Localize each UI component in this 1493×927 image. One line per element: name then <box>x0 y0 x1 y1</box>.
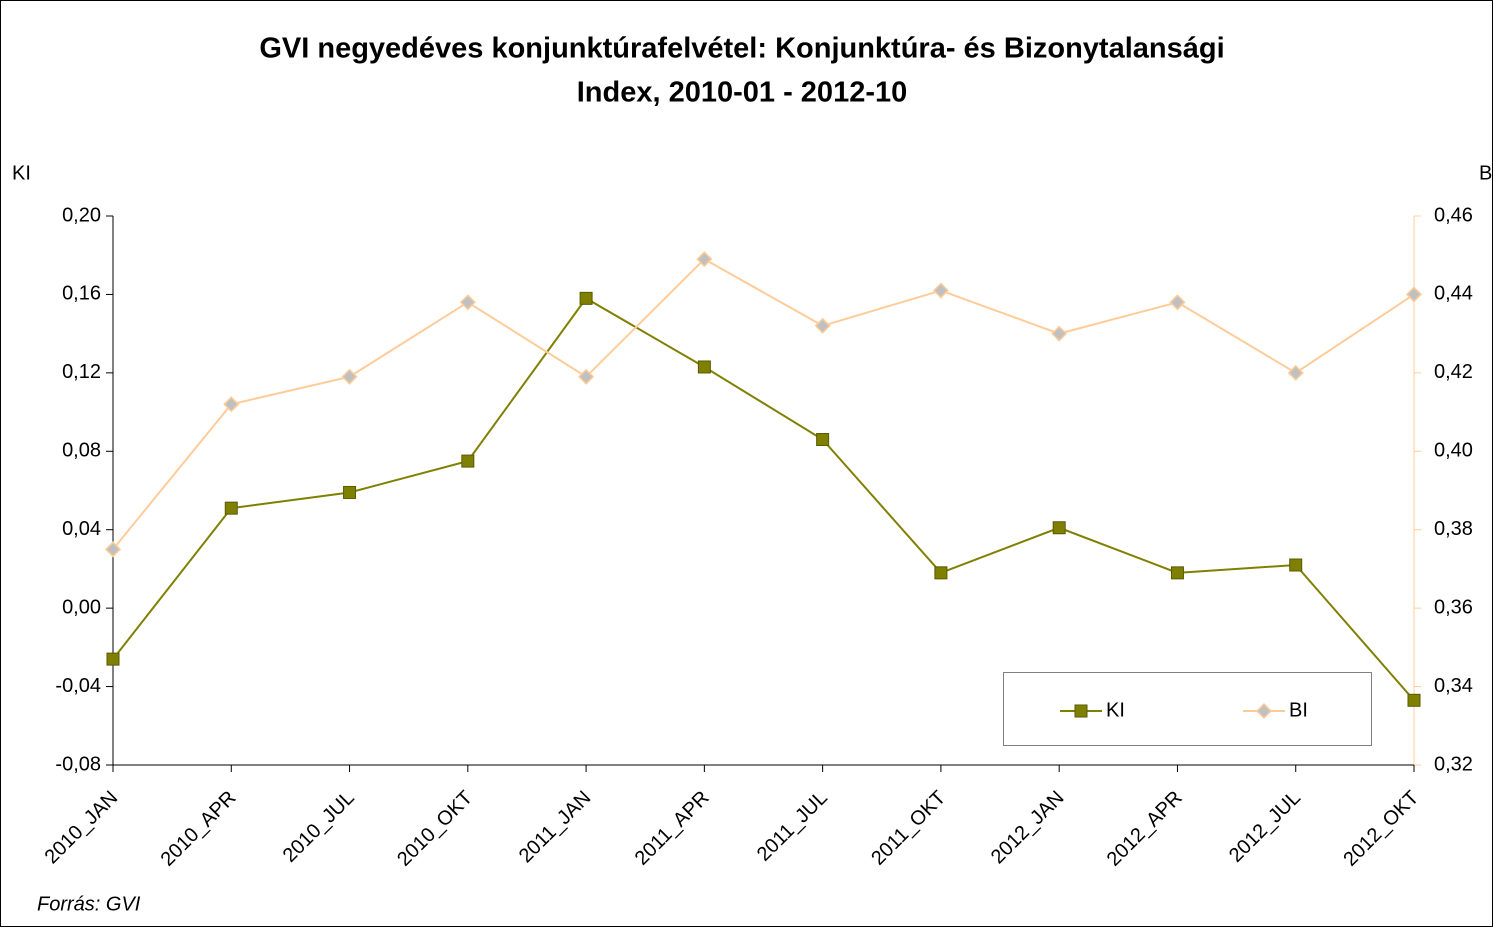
data-point <box>816 433 830 447</box>
data-point <box>343 485 357 499</box>
data-point <box>814 317 831 334</box>
data-point <box>1051 325 1068 342</box>
legend-label: BI <box>1289 699 1308 721</box>
data-point <box>223 396 240 413</box>
legend-box <box>1003 672 1372 746</box>
y2-tick-label: 0,38 <box>1434 518 1473 540</box>
legend-marker <box>1255 702 1273 720</box>
data-point <box>1289 558 1303 572</box>
series-line <box>112 297 1415 701</box>
y-tick-label: -0,04 <box>55 675 101 697</box>
series-line <box>112 257 1415 550</box>
data-point <box>697 360 711 374</box>
data-point <box>1287 364 1304 381</box>
y2-tick-label: 0,40 <box>1434 440 1473 462</box>
y-tick-label: -0,08 <box>55 753 101 775</box>
y-axis-title: KI <box>12 162 31 184</box>
source-note: Forrás: GVI <box>37 893 141 915</box>
chart-title: GVI negyedéves konjunktúrafelvétel: Konj… <box>259 33 1224 65</box>
legend-marker <box>1074 704 1088 718</box>
data-point <box>106 652 120 666</box>
data-point <box>932 282 949 299</box>
y2-tick-label: 0,34 <box>1434 675 1473 697</box>
data-point <box>224 501 238 515</box>
y-tick-label: 0,20 <box>62 204 101 226</box>
data-point <box>1405 286 1423 303</box>
y2-tick-label: 0,36 <box>1434 596 1473 618</box>
data-point <box>1170 566 1184 580</box>
y2-tick-label: 0,44 <box>1434 283 1473 305</box>
y2-tick-label: 0,42 <box>1434 361 1473 383</box>
data-point <box>104 541 122 558</box>
y-tick-label: 0,16 <box>62 283 101 305</box>
y2-axis-title: BI <box>1479 162 1493 184</box>
y-tick-label: 0,08 <box>62 440 101 462</box>
data-point <box>459 294 476 311</box>
data-point <box>696 251 713 268</box>
data-point <box>1169 294 1186 311</box>
data-point <box>341 368 358 385</box>
legend-label: KI <box>1106 699 1125 721</box>
y-tick-label: 0,04 <box>62 518 101 540</box>
data-point <box>934 566 948 580</box>
y-tick-label: 0,00 <box>62 596 101 618</box>
data-point <box>1052 521 1066 535</box>
chart-title: Index, 2010-01 - 2012-10 <box>577 77 907 109</box>
data-point <box>579 291 593 305</box>
y2-tick-label: 0,46 <box>1434 204 1473 226</box>
y2-tick-label: 0,32 <box>1434 753 1473 775</box>
data-point <box>461 454 475 468</box>
data-point <box>578 368 595 385</box>
y-tick-label: 0,12 <box>62 361 101 383</box>
data-point <box>1407 693 1421 707</box>
